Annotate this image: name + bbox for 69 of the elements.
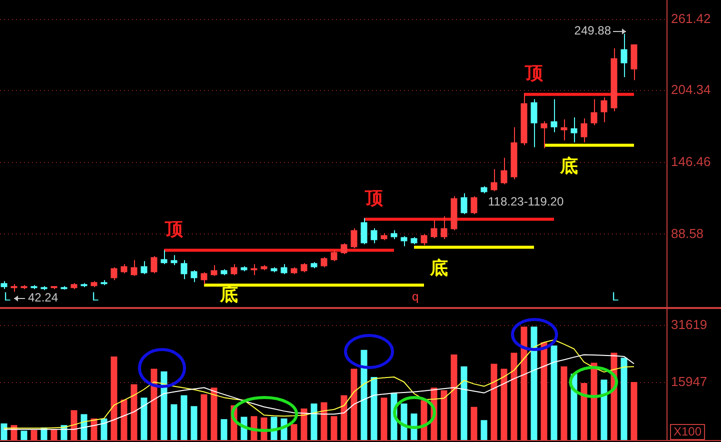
candlestick xyxy=(400,236,408,247)
bar xyxy=(320,402,328,440)
bar xyxy=(590,362,598,440)
series-label: 底 xyxy=(559,156,578,177)
bar xyxy=(450,354,458,440)
bar xyxy=(350,368,358,440)
bar xyxy=(550,346,558,440)
series-label: 顶 xyxy=(524,63,544,84)
annotation: 42.24 xyxy=(28,290,58,304)
annotation: q xyxy=(412,289,419,304)
bar xyxy=(20,430,28,440)
bar xyxy=(460,366,468,440)
y-tick-label: 146.46 xyxy=(671,154,711,169)
series-label: 底 xyxy=(429,258,448,279)
bar xyxy=(360,350,368,440)
bar xyxy=(330,416,338,440)
bar xyxy=(170,404,178,440)
bar xyxy=(560,366,568,440)
bar xyxy=(300,408,308,440)
y-tick-label: 15947 xyxy=(671,374,708,389)
bar xyxy=(490,364,498,440)
y-axis-title: X100 xyxy=(673,424,702,438)
annotation: 249.88 xyxy=(574,23,612,38)
bar xyxy=(150,368,158,440)
bar xyxy=(400,404,408,440)
bar xyxy=(120,400,128,440)
bar xyxy=(620,358,628,440)
bar xyxy=(220,419,228,440)
bar xyxy=(510,352,518,440)
bar xyxy=(310,404,318,440)
annotation: 118.23-119.20 xyxy=(488,194,564,208)
bar xyxy=(540,342,548,440)
bar xyxy=(190,406,198,440)
bar xyxy=(210,388,218,440)
bar xyxy=(630,382,638,440)
bar xyxy=(440,390,448,440)
bar xyxy=(580,383,588,440)
bar xyxy=(80,414,88,440)
bar xyxy=(370,377,378,440)
bar xyxy=(100,418,108,440)
series-label: 顶 xyxy=(164,218,184,240)
bar xyxy=(530,326,538,440)
annotation: L xyxy=(92,289,99,304)
bar xyxy=(70,410,78,440)
bar xyxy=(340,395,348,440)
annotation: L xyxy=(4,289,11,304)
bar xyxy=(600,380,608,440)
annotation: L xyxy=(612,289,619,304)
y-tick-label: 261.42 xyxy=(671,10,711,26)
bar xyxy=(160,371,168,440)
bar xyxy=(0,423,8,440)
bar xyxy=(130,384,138,440)
bar xyxy=(200,394,208,440)
bar xyxy=(380,398,388,440)
y-tick-label: 204.34 xyxy=(671,82,711,97)
bar xyxy=(50,429,58,440)
bar xyxy=(180,395,188,440)
bar xyxy=(520,326,528,440)
bar xyxy=(290,424,298,440)
bar xyxy=(470,406,478,440)
y-tick-label: 31619 xyxy=(671,317,708,332)
bar xyxy=(500,368,508,440)
series-label: 底 xyxy=(219,284,238,306)
y-tick-label: 88.58 xyxy=(671,226,704,241)
bar xyxy=(30,430,38,440)
bar xyxy=(480,420,488,440)
bar xyxy=(140,398,148,440)
series-label: 顶 xyxy=(364,188,384,209)
bar xyxy=(110,356,118,440)
